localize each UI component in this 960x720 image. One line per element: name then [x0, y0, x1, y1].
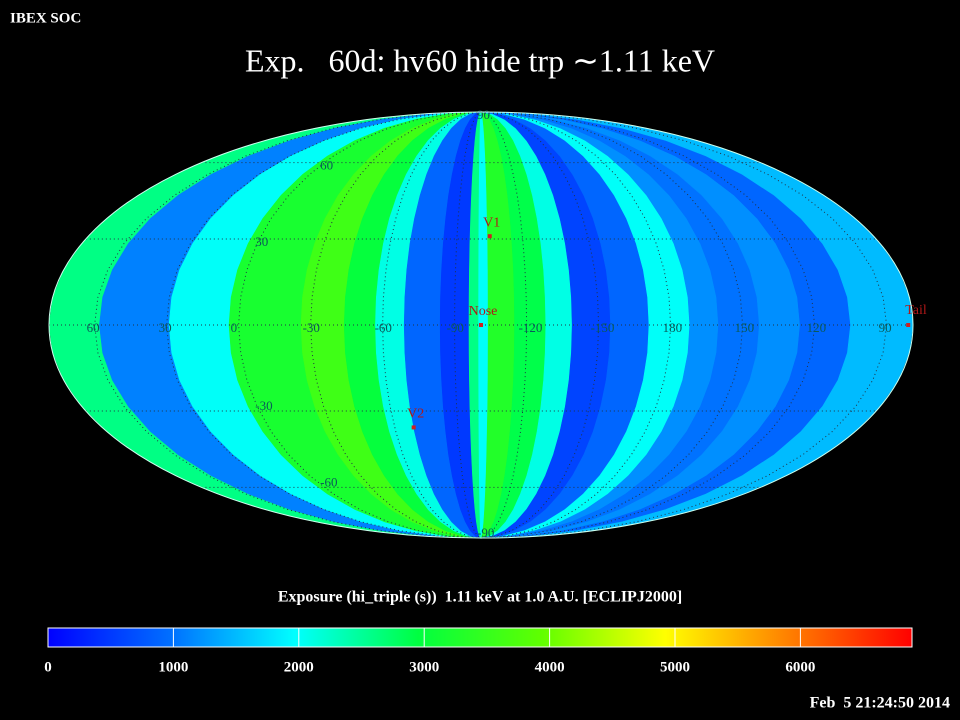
- meridian: [310, 111, 482, 539]
- longitude-label: -90: [447, 320, 464, 335]
- longitude-label: 120: [807, 320, 827, 335]
- marker-label: Nose: [469, 304, 498, 319]
- meridian: [454, 111, 482, 539]
- latitude-label: -90: [477, 525, 494, 540]
- colorbar-tick-label: 4000: [535, 659, 565, 675]
- colorbar-tick-label: 6000: [785, 659, 815, 675]
- marker-label: V1: [483, 215, 500, 230]
- meridian: [480, 111, 672, 539]
- marker: [411, 425, 416, 430]
- meridian: [166, 111, 482, 539]
- colorbar: [47, 627, 913, 648]
- longitude-label: 30: [159, 320, 172, 335]
- longitude-label: 90: [879, 320, 892, 335]
- colorbar-tick-label: 0: [44, 659, 52, 675]
- longitude-label: 150: [735, 320, 755, 335]
- latitude-label: -60: [320, 474, 337, 489]
- title: Exp. 60d: hv60 hide trp ∼1.11 keV: [245, 42, 715, 78]
- longitude-label: 180: [663, 320, 683, 335]
- longitude-label: -120: [519, 320, 543, 335]
- meridian: [480, 111, 744, 539]
- marker-label: Tail: [905, 303, 927, 318]
- longitude-label: -60: [375, 320, 392, 335]
- longitude-label: -150: [591, 320, 615, 335]
- longitude-label: -30: [303, 320, 320, 335]
- meridian: [382, 111, 482, 539]
- longitude-label: 0: [231, 320, 238, 335]
- colorbar-tick-label: 1000: [158, 659, 188, 675]
- source-label: IBEX SOC: [10, 10, 81, 26]
- marker-label: V2: [407, 407, 424, 422]
- colorbar-tick-label: 5000: [660, 659, 690, 675]
- colorbar-label: Exposure (hi_triple (s)) 1.11 keV at 1.0…: [278, 589, 682, 606]
- timestamp: Feb 5 21:24:50 2014: [810, 695, 950, 712]
- latitude-label: 90: [477, 107, 490, 122]
- colorbar-tick-label: 3000: [409, 659, 439, 675]
- colorbar-tick-label: 2000: [284, 659, 314, 675]
- meridian: [480, 111, 600, 539]
- map-outline: [48, 111, 914, 539]
- marker: [906, 323, 911, 327]
- latitude-label: -30: [255, 398, 272, 413]
- marker: [487, 234, 492, 239]
- marker: [479, 323, 483, 327]
- longitude-label: 60: [87, 320, 100, 335]
- meridian: [94, 111, 482, 539]
- sky-map: 60 30 0 -30 -60 -90 -120 -150 180 150 120 90 90 60 30 -…: [48, 107, 927, 540]
- latitude-label: 30: [255, 234, 268, 249]
- latitude-label: 60: [320, 158, 333, 173]
- meridian: [480, 111, 528, 539]
